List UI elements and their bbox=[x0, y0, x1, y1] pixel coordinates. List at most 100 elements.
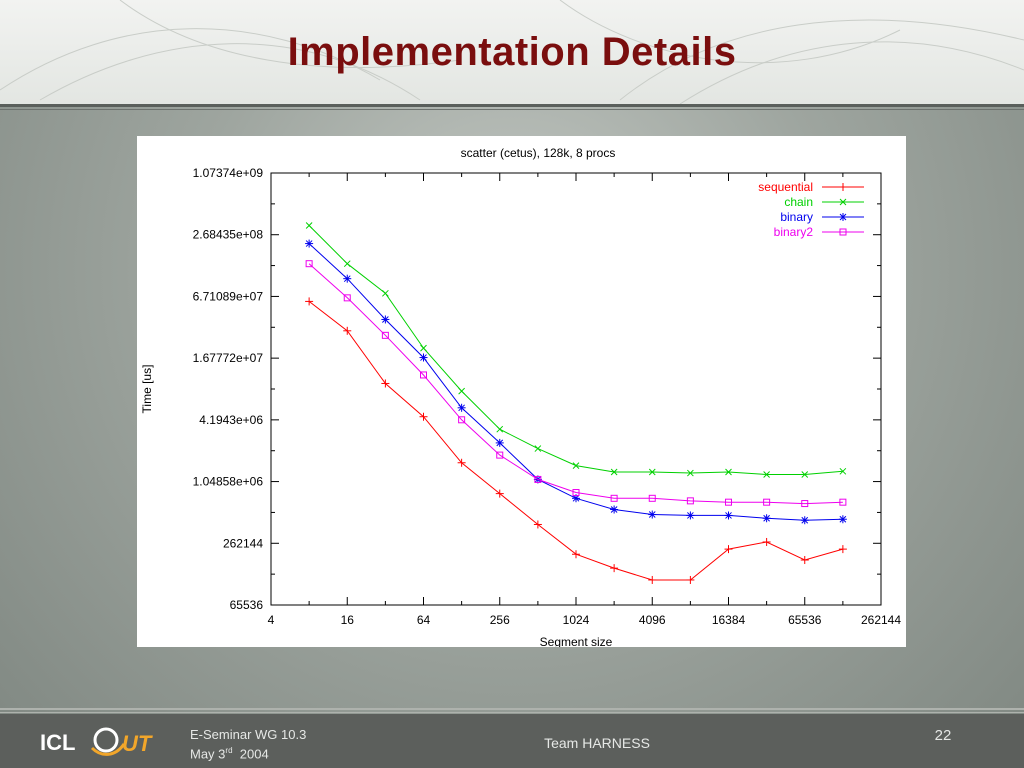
y-tick-label: 1.67772e+07 bbox=[193, 351, 264, 365]
data-point-sequential bbox=[572, 550, 580, 559]
x-tick-label: 64 bbox=[417, 613, 431, 627]
data-point-chain bbox=[648, 468, 656, 476]
series-line-chain bbox=[308, 225, 843, 475]
y-tick-label: 2.68435e+08 bbox=[193, 228, 264, 242]
series-line-binary2 bbox=[308, 263, 843, 505]
title-divider bbox=[0, 104, 1024, 107]
data-point-sequential bbox=[686, 575, 695, 584]
logo-mark-icon bbox=[93, 727, 119, 753]
data-point-binary bbox=[800, 516, 809, 525]
slide-title: Implementation Details bbox=[287, 30, 737, 74]
seminar-year: 2004 bbox=[239, 746, 269, 762]
x-tick-label: 65536 bbox=[788, 613, 822, 627]
legend-label-binary: binary bbox=[780, 210, 813, 224]
x-tick-label: 262144 bbox=[861, 613, 901, 627]
data-point-chain bbox=[763, 471, 770, 478]
y-axis-label: Time [us] bbox=[140, 365, 154, 414]
legend-marker-binary2 bbox=[839, 228, 847, 236]
y-tick-label: 1.07374e+09 bbox=[193, 166, 264, 180]
data-point-sequential bbox=[457, 458, 466, 467]
data-point-chain bbox=[610, 468, 618, 476]
data-point-binary2 bbox=[686, 497, 694, 505]
title-band bbox=[0, 0, 1024, 104]
y-tick-label: 4.1943e+06 bbox=[199, 413, 263, 427]
logo-swoosh-icon bbox=[90, 743, 126, 756]
seminar-month: May 3 bbox=[190, 746, 226, 762]
data-point-binary bbox=[762, 514, 771, 523]
data-point-sequential bbox=[724, 545, 733, 554]
data-point-chain bbox=[839, 467, 847, 475]
y-tick-label: 262144 bbox=[223, 536, 263, 550]
x-tick-label: 4 bbox=[268, 613, 275, 627]
chart-svg: scatter (cetus), 128k, 8 procs 4 16 64 256 1… bbox=[140, 146, 902, 649]
logo-text-ut: UT bbox=[122, 731, 153, 756]
footer-divider bbox=[0, 708, 1024, 710]
y-tick-label: 65536 bbox=[230, 598, 264, 612]
data-point-sequential bbox=[419, 412, 428, 421]
footer-divider-thin bbox=[0, 712, 1024, 713]
y-tick-label: 6.71089e+07 bbox=[193, 289, 264, 303]
data-point-sequential bbox=[533, 520, 542, 529]
data-point-binary2 bbox=[763, 498, 771, 506]
data-point-binary bbox=[381, 315, 390, 324]
data-point-sequential bbox=[610, 564, 619, 573]
data-point-binary bbox=[419, 353, 428, 362]
seminar-date: May 3rd 2004 bbox=[190, 743, 306, 762]
data-point-sequential bbox=[495, 489, 504, 498]
icl-ut-logo: ICL UT bbox=[40, 727, 153, 756]
data-point-binary bbox=[648, 510, 657, 519]
data-point-sequential bbox=[305, 297, 314, 306]
seminar-name: E-Seminar WG 10.3 bbox=[190, 727, 307, 742]
data-point-chain bbox=[572, 462, 580, 469]
data-point-binary2 bbox=[534, 475, 542, 483]
axes-group: 4 16 64 256 1024 4096 16384 65536 262144 65536 262… bbox=[193, 166, 902, 627]
x-tick-label: 4096 bbox=[639, 613, 666, 627]
legend-label-binary2: binary2 bbox=[774, 225, 814, 239]
data-point-chain bbox=[305, 222, 313, 229]
data-point-sequential bbox=[838, 545, 847, 554]
data-point-chain bbox=[496, 425, 504, 433]
data-point-sequential bbox=[381, 379, 390, 388]
data-point-binary bbox=[724, 511, 733, 520]
legend-marker-binary bbox=[839, 213, 847, 221]
x-tick-label: 16384 bbox=[712, 613, 746, 627]
data-point-binary2 bbox=[420, 371, 427, 379]
data-point-binary2 bbox=[801, 500, 809, 508]
data-point-binary bbox=[305, 239, 314, 248]
chart-panel: scatter (cetus), 128k, 8 procs 4 16 64 256 1… bbox=[137, 136, 906, 649]
data-point-binary bbox=[343, 274, 352, 283]
data-point-binary2 bbox=[648, 494, 656, 502]
data-point-chain bbox=[725, 468, 732, 476]
data-point-binary2 bbox=[496, 451, 504, 459]
data-point-binary bbox=[686, 511, 695, 520]
legend-marker-sequential bbox=[839, 183, 847, 191]
data-point-chain bbox=[534, 445, 542, 452]
data-point-binary2 bbox=[572, 489, 580, 497]
logo-text-icl: ICL bbox=[40, 730, 75, 755]
data-point-binary2 bbox=[343, 294, 351, 302]
data-point-binary2 bbox=[458, 416, 466, 424]
data-point-sequential bbox=[648, 575, 657, 584]
data-point-sequential bbox=[762, 537, 771, 546]
data-point-sequential bbox=[800, 556, 809, 565]
data-point-binary bbox=[838, 515, 847, 524]
data-point-binary bbox=[457, 403, 466, 412]
decorative-swirl bbox=[0, 0, 1024, 104]
data-point-binary bbox=[610, 505, 619, 514]
x-tick-label: 16 bbox=[341, 613, 355, 627]
data-point-sequential bbox=[343, 326, 352, 335]
seminar-info: E-Seminar WG 10.3 May 3rd 2004 bbox=[190, 727, 306, 762]
series-layer bbox=[305, 222, 847, 584]
data-point-chain bbox=[382, 289, 389, 297]
legend-label-sequential: sequential bbox=[758, 180, 813, 194]
data-point-chain bbox=[801, 471, 809, 478]
x-tick-label: 1024 bbox=[563, 613, 590, 627]
legend-label-chain: chain bbox=[784, 195, 813, 209]
data-point-binary bbox=[495, 438, 504, 447]
data-point-chain bbox=[420, 344, 427, 352]
chart-title: scatter (cetus), 128k, 8 procs bbox=[461, 146, 616, 160]
legend-marker-chain bbox=[839, 198, 847, 206]
data-point-chain bbox=[458, 387, 465, 395]
data-point-binary2 bbox=[839, 498, 847, 506]
